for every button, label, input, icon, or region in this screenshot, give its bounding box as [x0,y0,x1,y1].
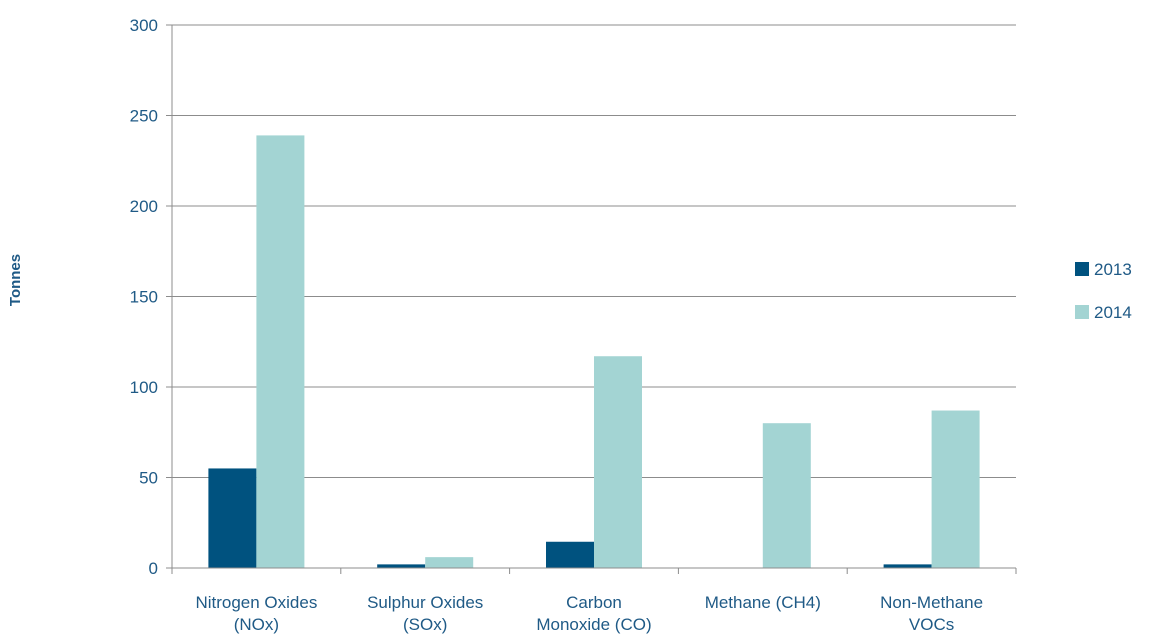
bar-2014-1 [425,557,474,568]
bar-2014-3 [762,423,811,568]
x-category-label: (NOx) [234,615,279,634]
bar-2013-4 [883,564,932,568]
y-tick-label: 300 [130,16,158,35]
y-tick-label: 150 [130,288,158,307]
bar-2014-2 [594,356,642,568]
bar-2013-1 [377,564,426,568]
bar-2014-0 [256,135,305,568]
x-category-label: Sulphur Oxides [367,593,483,612]
x-category-label: Monoxide (CO) [536,615,651,634]
legend: 2013 2014 [1075,260,1132,322]
y-axis-label: Tonnes [7,254,24,306]
legend-label-2013: 2013 [1094,260,1132,279]
x-category-label: Nitrogen Oxides [195,593,317,612]
bar-2013-0 [208,468,257,568]
x-category-label: Non-Methane [880,593,983,612]
y-tick-label: 100 [130,378,158,397]
x-category-label: (SOx) [403,615,447,634]
x-category-label: Methane (CH4) [705,593,821,612]
gridlines [166,24,1016,569]
y-tick-labels: 0 50 100 150 200 250 300 [130,16,158,578]
y-tick-label: 50 [139,469,158,488]
y-tick-label: 250 [130,107,158,126]
bars [208,135,980,568]
y-tick-label: 200 [130,197,158,216]
legend-swatch-2014 [1075,305,1089,319]
x-category-label: VOCs [909,615,954,634]
bar-2013-2 [546,541,594,568]
x-category-labels: Nitrogen Oxides (NOx) Sulphur Oxides (SOx) C… [195,593,983,634]
legend-swatch-2013 [1075,262,1089,276]
axes [171,25,1017,574]
y-tick-label: 0 [149,559,158,578]
x-category-label: Carbon [566,593,622,612]
legend-label-2014: 2014 [1094,303,1132,322]
bar-2014-4 [931,410,980,568]
